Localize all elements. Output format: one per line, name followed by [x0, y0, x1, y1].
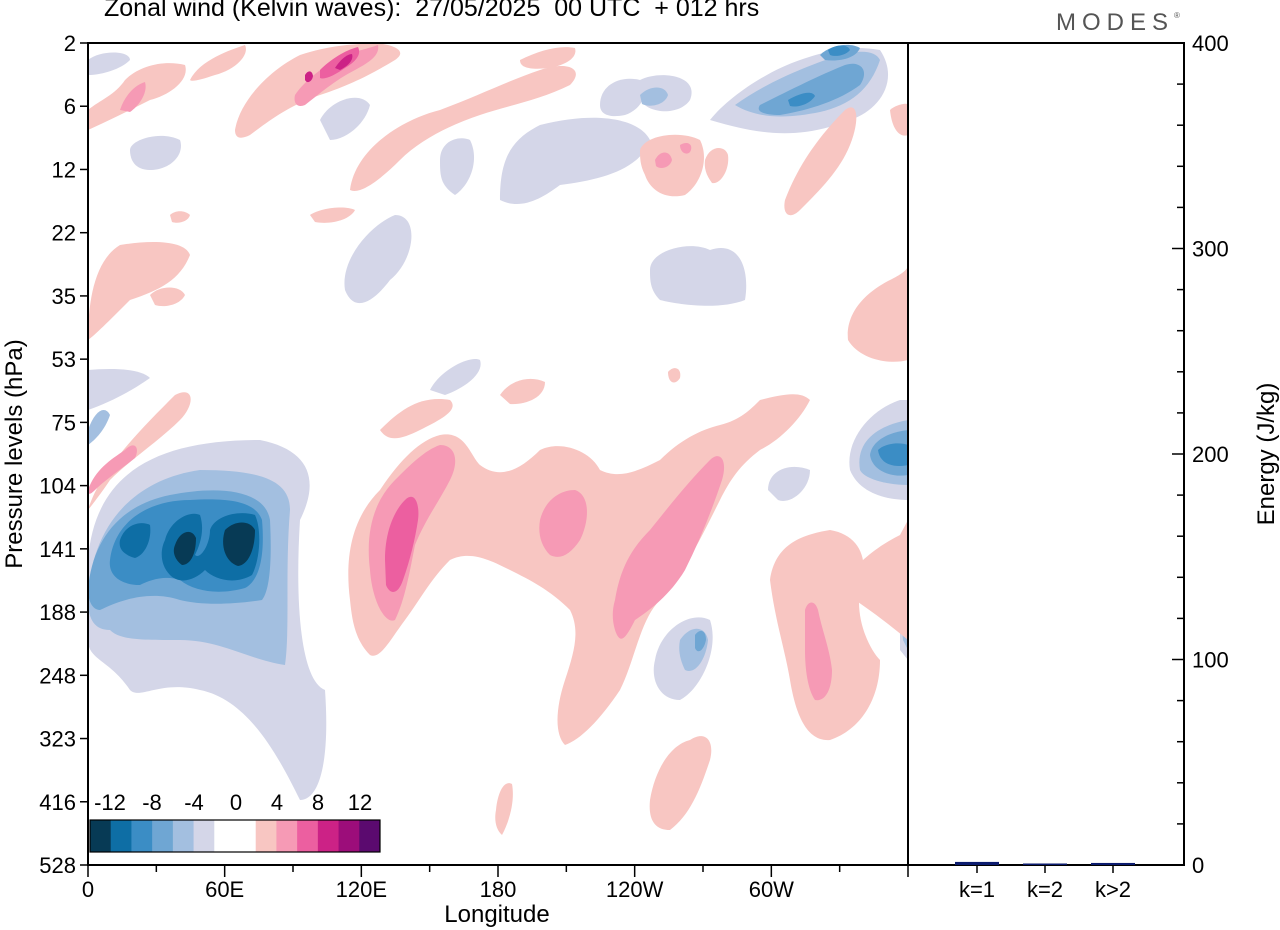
- colorbar-swatch: [276, 820, 298, 852]
- x-axis-title: Longitude: [444, 901, 549, 928]
- colorbar-swatch: [172, 820, 195, 852]
- energy-tick-label: 100: [1192, 648, 1229, 673]
- y-tick-label: 248: [39, 663, 76, 688]
- colorbar-swatch: [255, 820, 277, 852]
- energy-axis-title: Energy (J/kg): [1253, 383, 1280, 526]
- colorbar-swatch: [214, 820, 236, 852]
- colorbar-swatch: [110, 820, 132, 852]
- y-axis-ticks: 2 6 12 22 35 53 75 104 141 188 248 323 416 528: [39, 31, 88, 878]
- y-tick-label: 188: [39, 600, 76, 625]
- colorbar-label: 4: [271, 790, 283, 815]
- colorbar: -12 -8 -4 0 4 8 12: [89, 790, 381, 853]
- energy-bars: k=1 k=2 k>2: [955, 861, 1135, 902]
- x-axis-ticks: 0 60E 120E 180 120W 60W: [82, 865, 909, 902]
- colorbar-label: 8: [312, 790, 324, 815]
- logo-text: MODES: [1056, 9, 1175, 36]
- y-tick-label: 6: [64, 94, 76, 119]
- contour-negative-core: [173, 522, 255, 566]
- colorbar-label: -4: [184, 790, 204, 815]
- colorbar-swatch: [317, 820, 340, 852]
- y-tick-label: 528: [39, 853, 76, 878]
- energy-axis-ticks: 0 100 200 300 400: [1172, 31, 1229, 878]
- y-tick-label: 22: [52, 221, 76, 246]
- energy-frame: [907, 42, 1185, 866]
- logo-registered-mark: ®: [1174, 11, 1180, 20]
- y-tick-label: 141: [39, 537, 76, 562]
- energy-bar-k>2: [1091, 862, 1135, 865]
- energy-tick-label: 400: [1192, 31, 1229, 56]
- colorbar-swatch: [297, 820, 319, 852]
- colorbar-swatch: [131, 820, 153, 852]
- colorbar-swatch: [90, 820, 112, 852]
- colorbar-label: -12: [94, 790, 126, 815]
- y-tick-label: 35: [52, 284, 76, 309]
- colorbar-swatch: [359, 820, 381, 852]
- y-tick-label: 53: [52, 347, 76, 372]
- y-tick-label: 2: [64, 31, 76, 56]
- colorbar-swatch: [152, 820, 174, 852]
- y-tick-label: 104: [39, 474, 76, 499]
- contour-field: [88, 43, 908, 835]
- y-tick-label: 12: [52, 157, 76, 182]
- x-tick-label: 60E: [205, 877, 244, 902]
- energy-tick-label: 300: [1192, 237, 1229, 262]
- x-tick-label: 0: [82, 877, 94, 902]
- contour-positive-max: [305, 54, 353, 83]
- y-tick-label: 323: [39, 727, 76, 752]
- colorbar-swatch: [338, 820, 360, 852]
- colorbar-label: -8: [142, 790, 162, 815]
- y-tick-label: 416: [39, 790, 76, 815]
- colorbar-label: 12: [348, 790, 372, 815]
- energy-category-label: k=1: [959, 877, 995, 902]
- x-tick-label: 180: [480, 877, 517, 902]
- y-axis-title: Pressure levels (hPa): [1, 339, 28, 568]
- y-tick-label: 75: [52, 410, 76, 435]
- colorbar-border: [89, 819, 381, 853]
- energy-bar-k=2: [1023, 863, 1067, 865]
- energy-category-label: k=2: [1027, 877, 1063, 902]
- energy-category-label: k>2: [1095, 877, 1131, 902]
- colorbar-swatch: [193, 820, 215, 852]
- energy-tick-label: 0: [1192, 853, 1204, 878]
- chart-title: Zonal wind (Kelvin waves): 27/05/2025 00…: [104, 0, 760, 22]
- colorbar-label: 0: [230, 790, 242, 815]
- x-tick-label: 120W: [606, 877, 664, 902]
- x-tick-label: 120E: [336, 877, 387, 902]
- contour-positive-weak: [88, 43, 908, 835]
- energy-tick-label: 200: [1192, 442, 1229, 467]
- modes-logo: MODES®: [1056, 9, 1180, 37]
- energy-bar-k=1: [955, 861, 999, 865]
- x-tick-label: 60W: [749, 877, 794, 902]
- colorbar-swatch: [235, 820, 257, 852]
